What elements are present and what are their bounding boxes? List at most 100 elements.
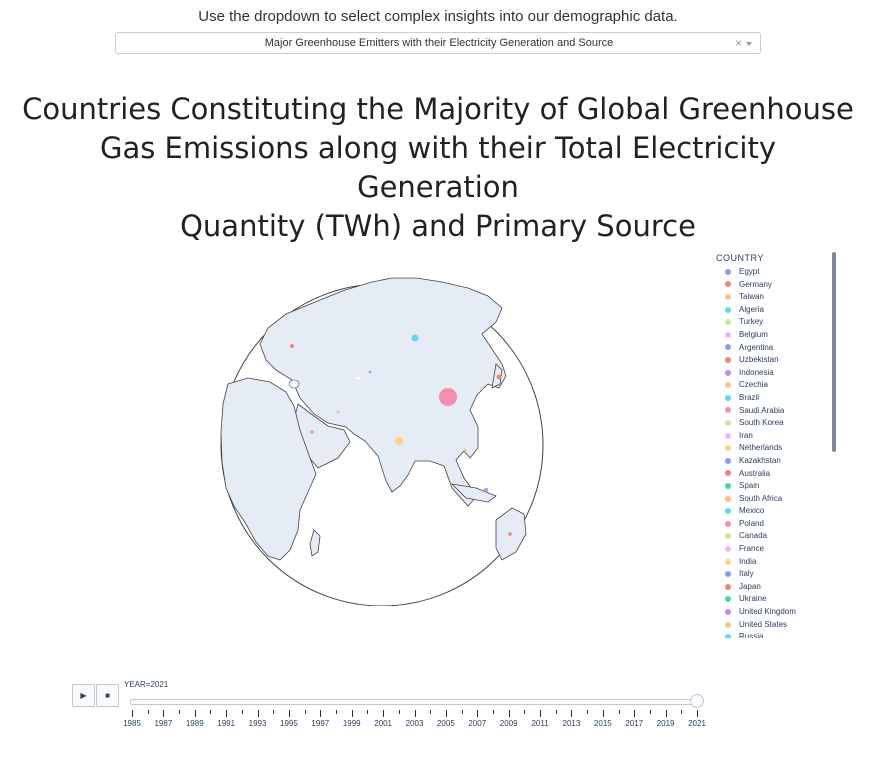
globe-map[interactable] — [220, 252, 544, 607]
slider-minor-tick — [241, 710, 243, 714]
play-button[interactable]: ▶ — [72, 684, 95, 707]
legend-item[interactable]: France — [716, 543, 826, 556]
legend-item-label: Uzbekistan — [739, 355, 779, 365]
legend-item-label: India — [739, 556, 757, 566]
slider-minor-tick — [273, 710, 275, 714]
slider-minor-tick — [430, 710, 432, 714]
marker-japan[interactable] — [496, 374, 502, 380]
marker-saudi-arabia[interactable] — [310, 430, 314, 434]
legend-marker-icon — [725, 281, 731, 288]
slider-tick — [320, 710, 322, 717]
slider-tick-label: 1985 — [123, 719, 141, 728]
slider-tick — [571, 710, 573, 717]
slider-minor-tick — [179, 710, 181, 714]
legend-item[interactable]: Ukraine — [716, 593, 826, 606]
legend-item[interactable]: Netherlands — [716, 442, 826, 455]
legend-item[interactable]: South Africa — [716, 493, 826, 506]
legend-item[interactable]: Argentina — [716, 342, 826, 355]
legend-item[interactable]: South Korea — [716, 417, 826, 430]
legend-item-label: Mexico — [739, 506, 765, 516]
chart-title-line: Quantity (TWh) and Primary Source — [180, 209, 696, 243]
legend-item[interactable]: Spain — [716, 480, 826, 493]
insight-dropdown[interactable]: Major Greenhouse Emitters with their Ele… — [115, 32, 761, 54]
legend-marker-icon — [725, 357, 731, 364]
slider-tick-label: 2007 — [468, 719, 487, 728]
legend-item[interactable]: Egypt — [716, 266, 826, 279]
instruction-text: Use the dropdown to select complex insig… — [198, 8, 678, 25]
legend-item-label: Taiwan — [739, 292, 764, 302]
legend-item[interactable]: India — [716, 556, 826, 569]
slider-tick — [665, 710, 667, 717]
legend-item[interactable]: Turkey — [716, 316, 826, 329]
legend-item[interactable]: Indonesia — [716, 367, 826, 380]
globe-svg[interactable] — [220, 252, 544, 607]
legend-marker-icon — [725, 558, 731, 565]
legend-marker-icon — [725, 470, 731, 477]
legend-item[interactable]: Japan — [716, 581, 826, 594]
slider-minor-tick — [367, 710, 369, 714]
legend-title: COUNTRY — [716, 253, 764, 263]
slider-tick-label: 2013 — [562, 719, 581, 728]
legend-item[interactable]: Australia — [716, 468, 826, 481]
legend-item[interactable]: Belgium — [716, 329, 826, 342]
slider-current-label: YEAR=2021 — [124, 680, 169, 689]
marker-south-korea[interactable] — [480, 386, 484, 390]
slider-minor-tick — [587, 710, 589, 714]
legend-marker-icon — [725, 634, 731, 638]
caspian-sea — [288, 379, 300, 389]
slider-tick-label: 2019 — [656, 719, 675, 728]
legend-scrollbar[interactable] — [832, 252, 836, 452]
dropdown-selected-value: Major Greenhouse Emitters with their Ele… — [264, 37, 614, 49]
legend-marker-icon — [725, 331, 731, 338]
legend-item[interactable]: Italy — [716, 568, 826, 581]
legend-item[interactable]: Iran — [716, 430, 826, 443]
legend-item[interactable]: Kazakhstan — [716, 455, 826, 468]
legend-marker-icon — [725, 306, 731, 313]
legend-item[interactable]: United States — [716, 619, 826, 632]
legend-item-label: Canada — [739, 531, 768, 541]
legend-item[interactable]: Algeria — [716, 304, 826, 317]
marker-china[interactable] — [439, 388, 457, 406]
legend-marker-icon — [725, 268, 731, 275]
marker-kazakhstan[interactable] — [368, 370, 372, 374]
legend-item-label: Saudi Arabia — [739, 405, 785, 415]
legend-item[interactable]: Brazil — [716, 392, 826, 405]
marker-iran[interactable] — [336, 410, 340, 414]
slider-tick — [508, 710, 510, 717]
legend-marker-icon — [725, 583, 731, 590]
legend-item[interactable]: Saudi Arabia — [716, 405, 826, 418]
year-slider-track[interactable] — [130, 699, 700, 705]
legend-item[interactable]: Germany — [716, 279, 826, 292]
slider-tick — [351, 710, 353, 717]
marker-australia[interactable] — [508, 532, 512, 536]
legend-item[interactable]: United Kingdom — [716, 606, 826, 619]
stop-button[interactable]: ■ — [96, 684, 119, 707]
chart-title: Countries Constituting the Majority of G… — [20, 90, 856, 246]
legend-item[interactable]: Mexico — [716, 505, 826, 518]
legend-item-label: Indonesia — [739, 367, 774, 377]
year-slider-handle[interactable] — [690, 694, 704, 708]
marker-germany[interactable] — [290, 344, 294, 348]
madagascar — [309, 529, 321, 557]
slider-minor-tick — [524, 710, 526, 714]
slider-tick-label: 1993 — [248, 719, 267, 728]
legend-item[interactable]: Taiwan — [716, 291, 826, 304]
clear-icon[interactable]: × — [734, 36, 742, 50]
legend-item-label: Japan — [739, 581, 761, 591]
legend-item[interactable]: Russia — [716, 631, 826, 638]
legend-item[interactable]: Poland — [716, 518, 826, 531]
legend-item-label: Netherlands — [739, 443, 783, 453]
slider-tick-label: 2001 — [374, 719, 392, 728]
chevron-down-icon[interactable] — [746, 42, 752, 46]
marker-taiwan[interactable] — [463, 448, 467, 452]
marker-india[interactable] — [395, 437, 403, 445]
slider-tick-label: 1989 — [185, 719, 204, 728]
legend-marker-icon — [725, 533, 731, 540]
slider-tick-label: 1987 — [154, 719, 173, 728]
country-markers[interactable] — [290, 334, 512, 536]
legend-item[interactable]: Czechia — [716, 379, 826, 392]
legend-item[interactable]: Canada — [716, 530, 826, 543]
legend-item[interactable]: Uzbekistan — [716, 354, 826, 367]
marker-indonesia[interactable] — [483, 487, 489, 493]
marker-russia[interactable] — [411, 334, 419, 342]
